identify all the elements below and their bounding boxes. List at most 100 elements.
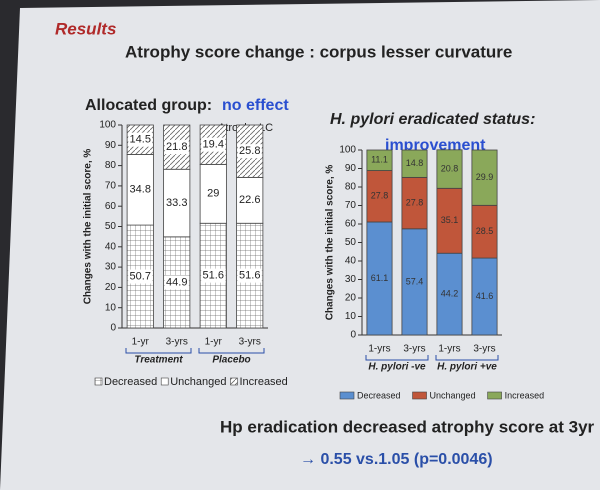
y-axis-label: Changes with the initial score, %: [325, 165, 336, 321]
y-tick-label: 90: [105, 140, 117, 151]
value-label-bg: [201, 137, 226, 152]
y-tick-label: 10: [105, 302, 117, 313]
x-tick-label: 3-yrs: [166, 337, 188, 348]
y-tick-label: 40: [105, 241, 117, 252]
value-label-bg: [201, 186, 226, 201]
y-tick-label: 40: [345, 256, 357, 267]
value-label: 28.5: [476, 226, 494, 236]
chart-title: H. pylori eradicated status:: [330, 111, 535, 128]
value-label: 57.4: [406, 276, 424, 286]
value-label: 29: [207, 188, 219, 200]
legend-label: Decreased: [357, 390, 401, 400]
y-tick-label: 50: [345, 237, 357, 248]
value-label: 21.8: [166, 141, 187, 153]
legend-marker: [339, 391, 355, 400]
bar-segment: [471, 149, 498, 206]
bar-segment: [436, 252, 463, 336]
x-tick-label: 1-yr: [132, 337, 150, 348]
y-tick-label: 0: [110, 323, 116, 334]
y-tick-label: 70: [345, 200, 357, 211]
group-bracket: [365, 355, 429, 361]
value-label: 51.6: [239, 270, 260, 282]
value-label: 27.8: [371, 191, 389, 201]
bar-segment: [401, 149, 428, 178]
value-label: 34.8: [130, 184, 151, 196]
y-tick-label: 50: [105, 221, 117, 232]
group-label: H. pylori -ve: [368, 362, 426, 373]
y-tick-label: 60: [345, 219, 357, 230]
bar-segment: [436, 149, 463, 189]
value-label: 14.5: [130, 134, 151, 146]
value-label-bg: [237, 193, 262, 208]
value-label: 44.9: [166, 276, 187, 288]
value-label-bg: [164, 140, 189, 155]
chart-title: Allocated group:: [85, 97, 212, 114]
value-label-bg: [237, 144, 262, 159]
legend-marker: [412, 391, 427, 400]
legend-label: Unchanged: [170, 376, 226, 388]
value-label-bg: [128, 182, 153, 197]
x-tick-label: 3-yrs: [239, 337, 261, 348]
bar-segment: [366, 149, 393, 171]
conclusion-detail: → 0.55 vs.1.05 (p=0.0046): [300, 451, 493, 468]
group-label: Treatment: [134, 355, 183, 366]
value-label: 27.8: [406, 197, 424, 207]
slide-title: Atrophy score change : corpus lesser cur…: [125, 42, 512, 61]
value-label: 35.1: [441, 215, 459, 225]
legend-marker: [94, 377, 103, 386]
legend-label: Increased: [239, 376, 287, 388]
conclusion: Hp eradication decreased atrophy score a…: [220, 417, 595, 436]
bar-segment: [471, 257, 498, 336]
x-tick-label: 1-yrs: [368, 344, 390, 355]
y-tick-label: 30: [345, 274, 357, 285]
value-label: 29.9: [476, 172, 494, 182]
y-tick-label: 80: [345, 182, 357, 193]
y-axis-label: Changes with the initial score, %: [83, 149, 94, 305]
y-tick-label: 100: [99, 120, 116, 131]
x-tick-label: 3-yrs: [403, 344, 425, 355]
bar-segment: [471, 204, 498, 259]
y-tick-label: 60: [105, 201, 117, 212]
value-label: 14.8: [406, 158, 424, 168]
chart-title-emphasis: improvement: [385, 137, 486, 154]
section: Results: [55, 19, 116, 38]
value-label: 41.6: [476, 291, 494, 301]
group-label: H. pylori +ve: [437, 362, 497, 373]
y-tick-label: 10: [345, 311, 357, 322]
bar-segment: [366, 221, 393, 336]
value-label: 25.8: [239, 145, 260, 157]
value-label-bg: [164, 275, 189, 290]
chart-title-emphasis: no effect: [222, 97, 289, 114]
y-tick-label: 100: [339, 145, 356, 156]
value-label: 22.6: [239, 194, 260, 206]
y-tick-label: 80: [105, 160, 117, 171]
bar-segment: [366, 170, 393, 223]
value-label: 19.4: [203, 139, 224, 151]
y-tick-label: 30: [105, 262, 117, 273]
y-tick-label: 20: [105, 282, 117, 293]
legend-marker: [160, 377, 169, 386]
legend-marker: [230, 377, 238, 386]
group-bracket: [125, 348, 192, 354]
value-label: 20.8: [441, 163, 459, 173]
bar-segment: [401, 228, 428, 336]
y-tick-label: 90: [345, 163, 357, 174]
legend-marker: [487, 391, 502, 400]
value-label-bg: [128, 269, 153, 284]
value-label: 50.7: [130, 270, 151, 282]
legend-label: Unchanged: [430, 390, 476, 400]
group-label: Placebo: [212, 355, 250, 366]
group-bracket: [435, 355, 499, 361]
legend-label: Increased: [505, 390, 545, 400]
group-bracket: [198, 348, 265, 354]
value-label-bg: [128, 132, 153, 147]
value-label: 11.1: [371, 155, 388, 165]
value-label: 61.1: [371, 273, 389, 283]
value-label-bg: [201, 268, 226, 283]
value-label-bg: [164, 196, 189, 211]
value-label: 44.2: [441, 288, 459, 298]
y-tick-label: 0: [350, 330, 356, 341]
